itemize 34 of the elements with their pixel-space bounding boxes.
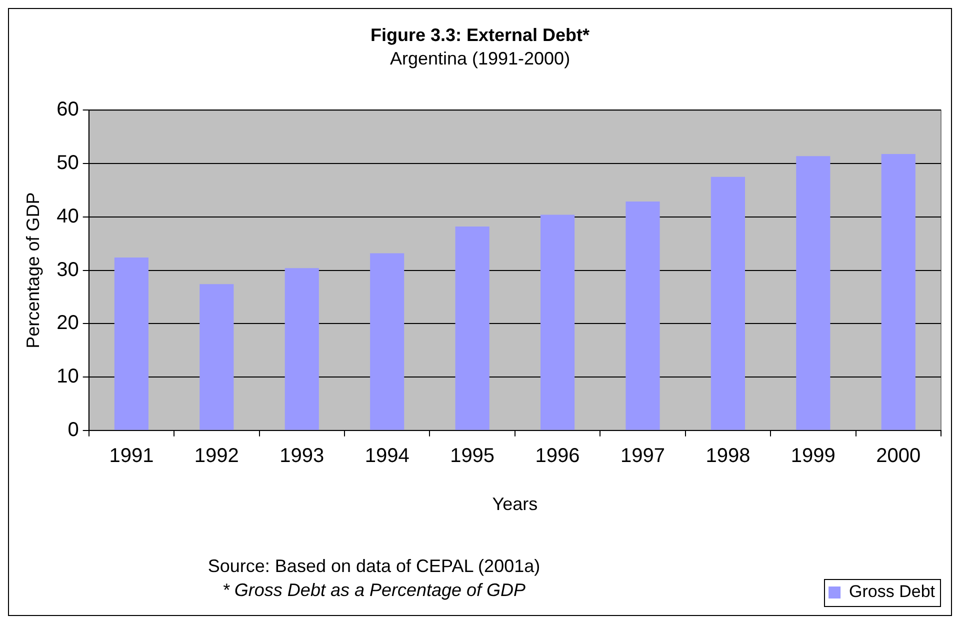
x-tick-label: 1996 — [535, 444, 580, 467]
x-tick-label: 1993 — [280, 444, 324, 467]
bar — [284, 268, 319, 430]
bar — [455, 226, 490, 430]
bar — [710, 176, 746, 430]
x-axis-title: Years — [492, 494, 538, 514]
bar — [540, 214, 575, 430]
x-tick-label: 1999 — [790, 444, 836, 467]
text: * Gross Debt as a Percentage of GDP — [222, 580, 526, 600]
x-tick-label: 1995 — [450, 444, 495, 467]
bar — [370, 253, 404, 430]
y-tick-label: 0 — [68, 418, 79, 441]
y-tick-label: 30 — [56, 258, 79, 281]
y-tick-label: 60 — [56, 98, 79, 121]
bar — [114, 257, 148, 430]
x-tick-label: 2000 — [876, 444, 921, 467]
bar — [626, 201, 660, 430]
y-tick-label: 20 — [56, 312, 79, 334]
y-axis-title: Percentage of GDP — [22, 192, 43, 348]
bar — [200, 284, 234, 430]
x-tick-label: 1992 — [194, 444, 239, 467]
x-tick-label: 1998 — [706, 444, 750, 467]
y-tick-label: 50 — [56, 152, 79, 174]
x-tick-label: 1994 — [364, 444, 410, 467]
chart-title: Figure 3.3: External Debt* — [370, 24, 590, 45]
legend-label: Gross Debt — [849, 582, 936, 602]
x-tick-label: 1991 — [109, 444, 154, 467]
source-note: Source: Based on data of CEPAL (2001a) — [208, 556, 540, 576]
y-tick-label: 40 — [56, 205, 79, 228]
chart-subtitle: Argentina (1991-2000) — [390, 48, 570, 68]
x-tick-label: 1997 — [620, 444, 665, 467]
y-tick-label: 10 — [56, 366, 79, 388]
bar — [881, 154, 916, 430]
bar — [796, 156, 830, 430]
